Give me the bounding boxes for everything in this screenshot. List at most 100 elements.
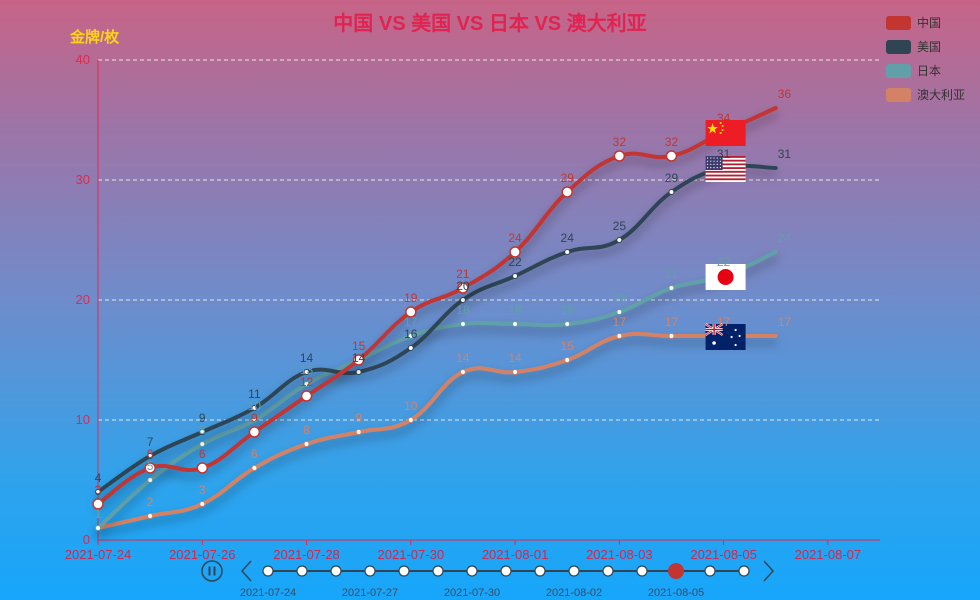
next-button[interactable] — [763, 560, 775, 582]
timeline-node[interactable] — [704, 565, 716, 577]
data-point[interactable] — [92, 498, 104, 510]
data-label: 36 — [778, 87, 792, 101]
data-point[interactable] — [668, 189, 675, 195]
data-point[interactable] — [144, 462, 156, 474]
legend-label: 日本 — [917, 64, 941, 78]
data-point[interactable] — [407, 333, 414, 339]
data-label: 7 — [147, 435, 154, 449]
data-point[interactable] — [613, 150, 626, 162]
data-point[interactable] — [199, 429, 206, 435]
data-label: 3 — [199, 483, 206, 497]
timeline-node[interactable] — [738, 565, 750, 577]
data-label: 21 — [665, 267, 679, 281]
data-point[interactable] — [564, 249, 571, 255]
data-point[interactable] — [668, 285, 675, 291]
data-point[interactable] — [251, 465, 258, 471]
data-point[interactable] — [616, 309, 623, 315]
timeline-node[interactable] — [330, 565, 342, 577]
data-point[interactable] — [147, 453, 154, 459]
prev-button[interactable] — [240, 560, 252, 582]
timeline-node[interactable] — [602, 565, 614, 577]
x-tick-label: 2021-08-07 — [795, 547, 862, 562]
timeline-node[interactable] — [568, 565, 580, 577]
data-point[interactable] — [512, 273, 519, 279]
timeline-node[interactable] — [296, 565, 308, 577]
legend-item[interactable]: 中国 — [886, 15, 941, 30]
data-point[interactable] — [668, 333, 675, 339]
data-point[interactable] — [303, 381, 310, 387]
data-point[interactable] — [665, 150, 678, 162]
data-point[interactable] — [248, 426, 261, 438]
timeline-label: 2021-07-27 — [342, 587, 398, 599]
data-point[interactable] — [303, 369, 310, 375]
data-label: 4 — [95, 471, 102, 485]
data-point[interactable] — [405, 306, 417, 318]
china-flag — [705, 120, 746, 146]
data-point[interactable] — [147, 477, 154, 483]
data-point[interactable] — [196, 462, 209, 474]
legend-item[interactable]: 澳大利亚 — [886, 88, 965, 102]
data-label: 8 — [303, 423, 310, 437]
legend-swatch — [886, 16, 911, 30]
timeline-node[interactable] — [636, 565, 648, 577]
series-line — [96, 163, 778, 494]
data-point[interactable] — [512, 369, 519, 375]
timeline-node[interactable] — [364, 565, 376, 577]
data-point[interactable] — [352, 354, 365, 366]
timeline-label: 2021-07-24 — [240, 587, 296, 599]
data-label: 2 — [147, 495, 154, 509]
data-label: 19 — [613, 291, 627, 305]
data-point[interactable] — [616, 333, 623, 339]
y-axis-label: 金牌/枚 — [69, 28, 120, 46]
data-label: 16 — [404, 327, 418, 341]
data-label: 17 — [717, 315, 731, 329]
data-point[interactable] — [300, 390, 313, 402]
series-1 — [95, 163, 778, 495]
data-point[interactable] — [561, 186, 573, 198]
data-point[interactable] — [564, 321, 571, 327]
timeline-node[interactable] — [466, 565, 478, 577]
data-label: 13 — [300, 363, 314, 377]
data-label: 22 — [508, 255, 522, 269]
data-label: 14 — [508, 351, 522, 365]
timeline-node[interactable] — [432, 565, 444, 577]
data-point[interactable] — [512, 321, 519, 327]
data-point[interactable] — [303, 441, 310, 447]
data-point[interactable] — [459, 321, 466, 327]
timeline-current[interactable] — [668, 563, 684, 579]
series-0 — [92, 106, 778, 510]
data-point[interactable] — [509, 246, 521, 258]
data-label: 9 — [251, 411, 258, 425]
data-label: 22 — [717, 255, 731, 269]
data-point[interactable] — [251, 405, 258, 411]
flag-layer — [705, 120, 746, 350]
legend-item[interactable]: 美国 — [886, 40, 941, 54]
data-point[interactable] — [95, 525, 101, 531]
data-point[interactable] — [407, 345, 414, 351]
timeline-node[interactable] — [262, 565, 274, 577]
data-point[interactable] — [95, 489, 101, 495]
data-label: 1 — [95, 507, 102, 521]
data-point[interactable] — [564, 357, 571, 363]
timeline-node[interactable] — [534, 565, 546, 577]
data-point[interactable] — [459, 297, 466, 303]
timeline-node[interactable] — [500, 565, 512, 577]
legend-item[interactable]: 日本 — [886, 64, 941, 78]
data-point[interactable] — [457, 282, 469, 294]
data-point[interactable] — [459, 369, 466, 375]
data-label: 31 — [778, 147, 792, 161]
data-point[interactable] — [147, 513, 154, 519]
data-point[interactable] — [355, 429, 362, 435]
data-point[interactable] — [355, 369, 362, 375]
timeline-node[interactable] — [398, 565, 410, 577]
data-point[interactable] — [616, 237, 623, 243]
data-point[interactable] — [199, 441, 206, 447]
data-point[interactable] — [407, 417, 414, 423]
pause-button[interactable] — [201, 560, 223, 582]
data-point[interactable] — [251, 417, 258, 423]
timeline[interactable]: 2021-07-24 2021-07-27 2021-07-30 2021-08-02… — [201, 560, 775, 599]
data-label: 9 — [355, 411, 362, 425]
australia-flag — [705, 323, 746, 350]
data-point[interactable] — [199, 501, 206, 507]
